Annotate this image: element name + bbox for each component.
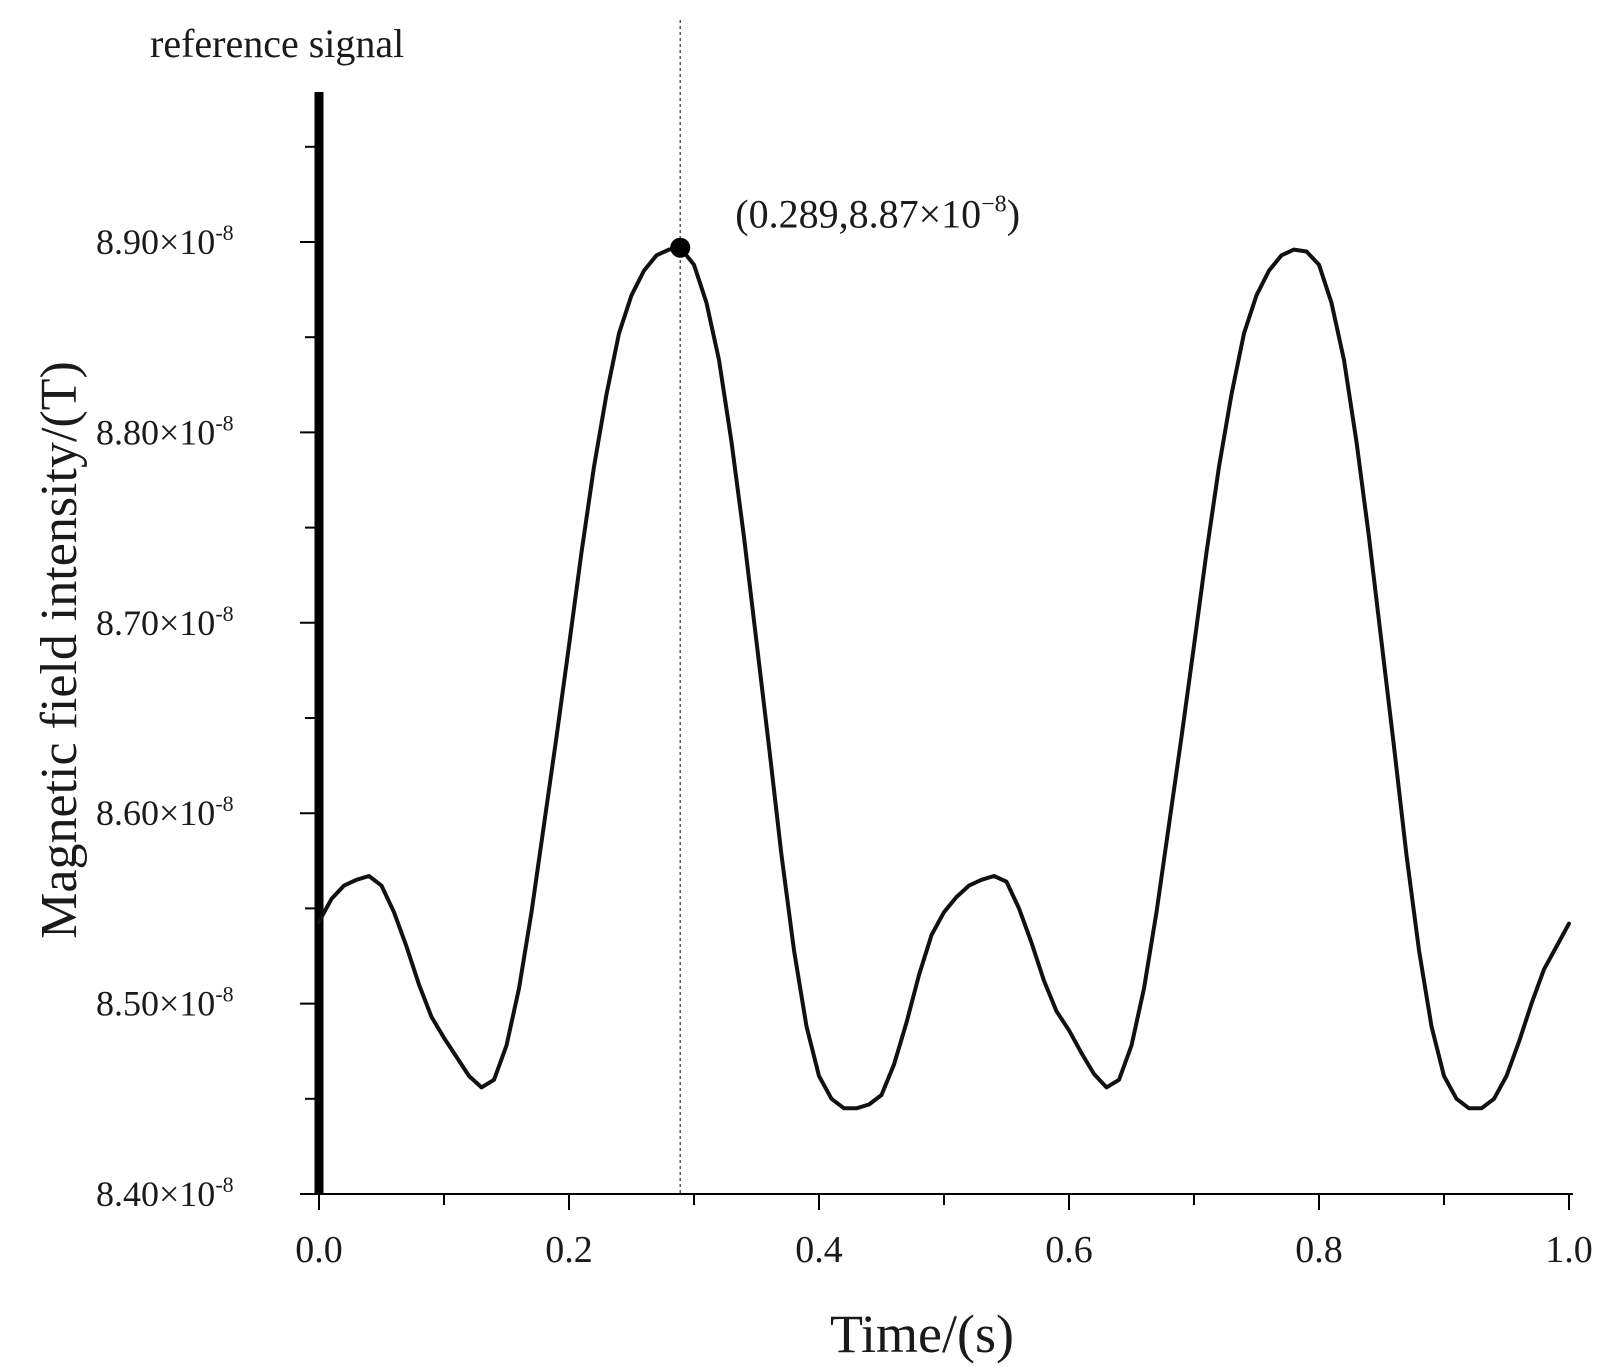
y-tick-base: ×10	[159, 793, 215, 833]
x-tick-labels: 0.0 0.2 0.4 0.6 0.8 1.0	[295, 1194, 1593, 1271]
y-tick-label: 8.50×10-8	[96, 982, 234, 1024]
y-tick-exp: -8	[215, 791, 233, 816]
x-tick-label: 0.6	[1045, 1229, 1093, 1271]
y-tick-label: 8.70×10-8	[96, 601, 234, 643]
y-axis-label: Magnetic field intensity/(T)	[31, 361, 88, 939]
y-tick-mantissa: 8.60	[96, 793, 159, 833]
annotation-label-main: (0.289,8.87	[735, 192, 918, 237]
x-tick-label: 0.4	[795, 1229, 843, 1271]
y-tick-exp: -8	[215, 220, 233, 245]
axes	[313, 92, 1573, 1195]
x-tick-label: 0.2	[545, 1229, 593, 1271]
y-tick-mantissa: 8.40	[96, 1174, 159, 1214]
y-tick-exp: -8	[215, 410, 233, 435]
y-tick-exp: -8	[215, 601, 233, 626]
y-tick-label: 8.40×10-8	[96, 1172, 234, 1214]
annotation-label-exp: −8	[981, 192, 1007, 218]
y-tick-base: ×10	[159, 984, 215, 1024]
y-tick-label: 8.80×10-8	[96, 410, 234, 452]
y-tick-mantissa: 8.70	[96, 603, 159, 643]
y-tick-mantissa: 8.80	[96, 412, 159, 452]
y-tick-mantissa: 8.90	[96, 222, 159, 262]
series-line	[317, 245, 1571, 1111]
y-tick-base: ×10	[159, 412, 215, 452]
y-tick-exp: -8	[215, 1172, 233, 1197]
annotation-label: (0.289,8.87×10−8)	[735, 192, 1020, 237]
y-minor-ticks	[305, 145, 319, 1100]
chart-title: reference signal	[150, 21, 404, 66]
y-tick-label: 8.60×10-8	[96, 791, 234, 833]
x-tick-label: 0.0	[295, 1229, 343, 1271]
y-tick-mantissa: 8.50	[96, 984, 159, 1024]
y-tick-exp: -8	[215, 982, 233, 1007]
y-tick-base: ×10	[159, 603, 215, 643]
y-tick-base: ×10	[159, 1174, 215, 1214]
y-tick-base: ×10	[159, 222, 215, 262]
x-tick-label: 0.8	[1295, 1229, 1343, 1271]
y-tick-label: 8.90×10-8	[96, 220, 234, 262]
x-tick-label: 1.0	[1545, 1229, 1593, 1271]
annotation-point	[670, 237, 691, 258]
annotation-label-close: )	[1007, 192, 1020, 237]
annotation-label-base: ×10	[919, 192, 982, 237]
y-tick-labels: 8.40×10-88.50×10-88.60×10-88.70×10-88.80…	[96, 220, 319, 1214]
x-axis-label: Time/(s)	[830, 1304, 1014, 1364]
